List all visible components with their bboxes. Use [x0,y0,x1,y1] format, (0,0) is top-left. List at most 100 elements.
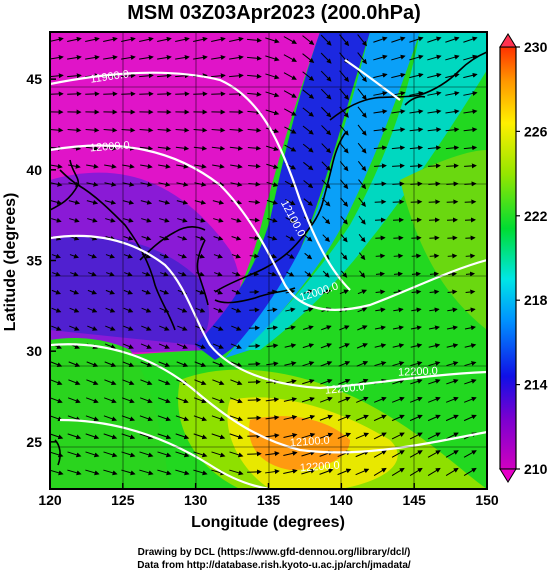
wind-arrow [410,343,423,349]
wind-arrow [139,397,153,404]
height-contours [50,59,487,489]
wind-arrow [304,252,313,260]
wind-arrow [266,325,279,331]
wind-arrow [50,199,63,205]
wind-arrow [68,379,81,386]
wind-arrow [229,451,244,458]
wind-arrow [231,325,242,331]
wind-arrow [87,217,98,223]
wind-arrow [357,52,367,65]
wind-arrow [122,199,135,205]
wind-arrow [392,343,405,349]
wind-arrow [213,217,224,223]
wind-arrow [392,199,405,205]
wind-arrow [338,343,350,349]
wind-arrow [140,163,153,169]
wind-arrow [139,451,154,458]
wind-arrow [267,271,277,277]
wind-arrow [50,379,63,386]
wind-arrow [86,199,99,205]
wind-arrow [51,307,62,313]
wind-arrow [248,217,260,223]
wind-arrow [123,307,134,313]
wind-arrow [230,361,243,367]
wind-arrow [429,289,440,295]
wind-arrow [247,469,262,475]
wind-arrow [159,217,170,223]
wind-arrow [340,197,349,207]
wind-arrow [50,36,64,42]
wind-arrow [374,361,387,367]
wind-arrow [158,379,171,386]
wind-arrow [302,343,315,349]
wind-arrow [157,36,172,43]
wind-arrow [86,361,99,367]
wind-arrow [265,109,280,116]
wind-arrow [321,125,332,136]
contour-label: 12000.0 [90,140,131,155]
wind-arrow [374,343,387,349]
wind-arrow [157,469,172,476]
wind-arrow [285,307,296,313]
wind-arrow [248,163,261,169]
wind-arrow [428,199,441,205]
wind-arrow [175,451,190,458]
wind-arrow [391,127,406,133]
wind-arrow [375,271,386,277]
wind-arrow [85,451,100,458]
wind-arrow [122,343,134,349]
y-axis: 25 30 35 40 45 [26,71,56,450]
wind-arrow [393,253,404,259]
wind-arrow [157,145,172,151]
wind-arrow [266,361,279,367]
wind-arrow [104,163,117,169]
wind-arrow [103,127,118,133]
wind-arrow [463,54,478,61]
wind-arrow [86,163,99,169]
wind-arrow [103,55,118,60]
wind-arrow [176,199,189,205]
x-tick-label: 135 [257,492,281,508]
wind-arrow [231,235,242,241]
wind-arrow [356,343,368,349]
wind-arrow [410,396,423,403]
wind-arrow [446,396,459,403]
wind-arrow [321,197,331,207]
wind-arrow [229,469,244,476]
grid [50,32,487,489]
wind-arrow [322,216,331,225]
wind-arrow [247,451,262,457]
wind-arrow [265,415,280,421]
wind-arrow [391,414,405,422]
wind-arrow [428,378,441,385]
wind-arrow [320,343,333,349]
wind-arrow [175,145,190,151]
wind-arrow [85,127,100,133]
wind-arrow [409,91,424,96]
wind-arrow [319,396,333,403]
wind-arrow [464,396,477,403]
wind-arrow [158,343,170,349]
wind-arrow [104,199,117,205]
wind-arrow [247,415,262,421]
wind-arrow [103,36,118,43]
wind-arrow [302,325,314,331]
wind-arrow [104,361,117,367]
wind-arrow [211,36,226,43]
wind-arrow [213,307,224,313]
wind-arrow [410,163,423,169]
wind-arrow [105,253,115,259]
wind-arrow [177,217,188,223]
wind-arrow [409,54,424,61]
wind-arrow [123,289,134,295]
y-axis-label: Latitude (degrees) [2,193,19,332]
wind-arrow [121,127,136,133]
wind-arrow [69,253,79,259]
wind-arrow [427,127,442,133]
wind-arrow [121,91,136,97]
wind-arrow [231,289,242,295]
wind-arrow [392,217,404,223]
x-axis-label: Longitude (degrees) [191,514,345,531]
y-tick-label: 45 [26,71,42,87]
wind-arrow [283,36,297,44]
